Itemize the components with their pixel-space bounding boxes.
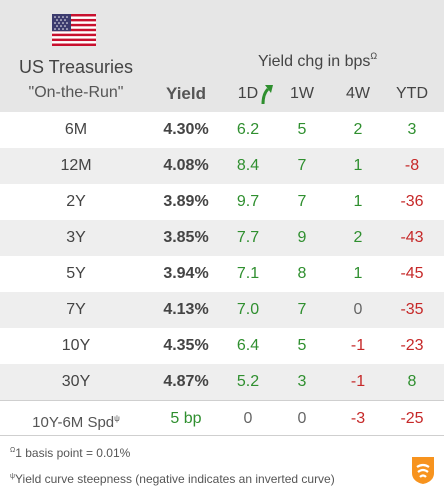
table-row: 5Y 3.94% 7.1 8 1 -45 — [0, 256, 444, 292]
change-ytd: -8 — [404, 157, 420, 174]
change-4w: 0 — [353, 301, 363, 318]
yield-value: 4.13% — [163, 301, 209, 318]
change-1d: 5.2 — [236, 373, 260, 390]
table-row: 2Y 3.89% 9.7 7 1 -36 — [0, 184, 444, 220]
footnote-2-text: Yield curve steepness (negative indicate… — [15, 472, 335, 486]
footnote-1-mark: Ω — [10, 447, 16, 454]
yield-value: 3.94% — [163, 265, 209, 282]
spread-value: 5 bp — [170, 410, 202, 427]
footnote-basis-point: Ω1 basis point = 0.01% — [10, 446, 130, 460]
change-1w: 7 — [297, 301, 307, 318]
table-row: 7Y 4.13% 7.0 7 0 -35 — [0, 292, 444, 328]
table-row: 10Y 4.35% 6.4 5 -1 -23 — [0, 328, 444, 364]
change-4w: 2 — [353, 229, 363, 246]
change-1w: 8 — [297, 265, 307, 282]
maturity-label: 2Y — [66, 193, 86, 210]
change-1d: 6.4 — [236, 337, 260, 354]
change-1w: 7 — [297, 157, 307, 174]
spread-row: 10Y-6M Spdψ 5 bp 0 0 -3 -25 — [0, 400, 444, 436]
change-1d: 7.0 — [236, 301, 260, 318]
maturity-label: 30Y — [61, 373, 91, 390]
maturity-label: 5Y — [66, 265, 86, 282]
spread-1d: 0 — [243, 410, 253, 427]
footnote-curve-steepness: ψYield curve steepness (negative indicat… — [10, 472, 335, 486]
change-ytd: -45 — [400, 265, 424, 282]
up-arrow-icon — [261, 85, 273, 105]
change-4w: 2 — [353, 121, 363, 138]
table-title: US Treasuries — [18, 57, 134, 77]
table-row: 3Y 3.85% 7.7 9 2 -43 — [0, 220, 444, 256]
yield-value: 4.35% — [163, 337, 209, 354]
footnote-1-text: 1 basis point = 0.01% — [15, 446, 131, 460]
change-1d: 8.4 — [236, 157, 260, 174]
change-ytd: 8 — [407, 373, 417, 390]
yield-change-label: Yield chg in bps — [258, 53, 371, 70]
change-ytd: -36 — [400, 193, 424, 210]
spread-1w: 0 — [297, 410, 307, 427]
column-header-4w: 4W — [346, 85, 370, 102]
change-4w: 1 — [353, 265, 363, 282]
column-header-1w: 1W — [290, 85, 314, 102]
change-4w: 1 — [353, 157, 363, 174]
spread-4w: -3 — [350, 410, 366, 427]
yield-value: 4.08% — [163, 157, 209, 174]
table-row: 30Y 4.87% 5.2 3 -1 8 — [0, 364, 444, 400]
yield-value: 3.85% — [163, 229, 209, 246]
change-4w: -1 — [350, 373, 366, 390]
maturity-label: 6M — [64, 121, 88, 138]
yield-column-header: Yield — [166, 84, 206, 103]
yield-value: 4.30% — [163, 121, 209, 138]
change-1w: 9 — [297, 229, 307, 246]
change-4w: -1 — [350, 337, 366, 354]
yield-value: 3.89% — [163, 193, 209, 210]
change-1w: 3 — [297, 373, 307, 390]
change-ytd: 3 — [407, 121, 417, 138]
maturity-label: 10Y — [61, 337, 91, 354]
change-ytd: -35 — [400, 301, 424, 318]
yield-change-footnote-mark: Ω — [370, 51, 378, 61]
maturity-label: 12M — [60, 157, 92, 174]
spread-label: 10Y-6M Spdψ — [0, 401, 152, 437]
change-1d: 9.7 — [236, 193, 260, 210]
change-4w: 1 — [353, 193, 363, 210]
table-row: 12M 4.08% 8.4 7 1 -8 — [0, 148, 444, 184]
change-1d: 7.1 — [236, 265, 260, 282]
change-1w: 5 — [297, 121, 307, 138]
table-header: US Treasuries "On-the-Run" Yield Yield c… — [0, 0, 444, 112]
brand-logo-icon — [412, 457, 434, 484]
us-flag-icon — [52, 14, 96, 46]
spread-footnote-mark: ψ — [114, 414, 120, 423]
change-1w: 5 — [297, 337, 307, 354]
yield-value: 4.87% — [163, 373, 209, 390]
maturity-label: 7Y — [66, 301, 86, 318]
table-subtitle: "On-the-Run" — [28, 84, 124, 101]
change-ytd: -43 — [400, 229, 424, 246]
change-1d: 6.2 — [236, 121, 260, 138]
footnote-2-mark: ψ — [10, 473, 15, 480]
table-row: 6M 4.30% 6.2 5 2 3 — [0, 112, 444, 148]
column-header-1d: 1D — [237, 85, 259, 102]
change-1d: 7.7 — [236, 229, 260, 246]
change-1w: 7 — [297, 193, 307, 210]
yield-change-header: Yield chg in bpsΩ — [258, 51, 377, 71]
spread-ytd: -25 — [400, 410, 424, 427]
spread-label-text: 10Y-6M Spd — [32, 414, 115, 431]
maturity-label: 3Y — [66, 229, 86, 246]
change-ytd: -23 — [400, 337, 424, 354]
column-header-ytd: YTD — [396, 85, 428, 102]
